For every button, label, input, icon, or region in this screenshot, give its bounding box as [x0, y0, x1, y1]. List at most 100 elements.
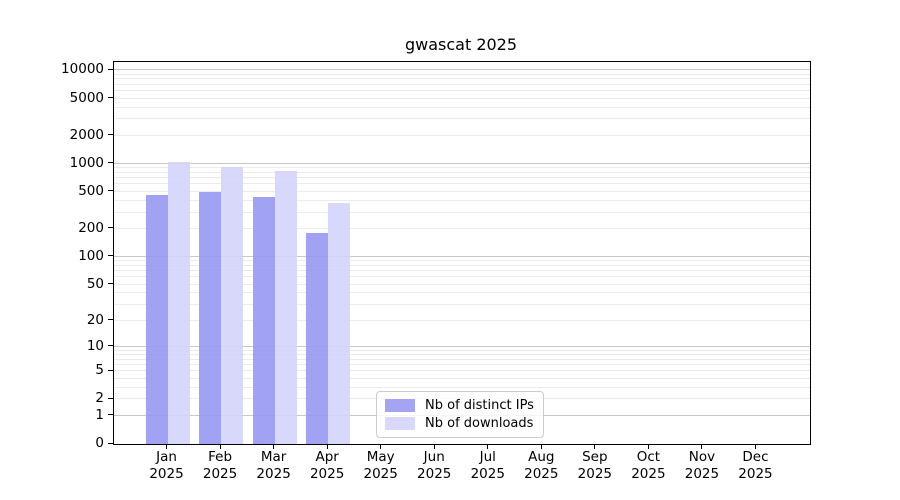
y-tick-mark — [108, 97, 113, 98]
x-tick-label-may: May 2025 — [363, 449, 398, 482]
gridline-minor — [114, 97, 810, 99]
x-tick-mark — [166, 444, 168, 449]
gridline-minor — [114, 260, 810, 262]
y-tick-label: 5000 — [69, 89, 104, 106]
x-tick-mark — [380, 444, 382, 449]
x-tick-label-jan: Jan 2025 — [149, 449, 184, 482]
y-tick-mark — [108, 227, 113, 229]
gridline-minor — [114, 276, 810, 278]
x-tick-mark — [594, 444, 596, 449]
x-tick-label-mar: Mar 2025 — [256, 449, 291, 482]
gridline-minor — [114, 78, 810, 80]
bar-distinct-ips-feb — [199, 191, 222, 444]
x-tick-mark — [326, 444, 328, 449]
y-tick-label: 50 — [86, 275, 104, 292]
bar-downloads-apr — [328, 203, 351, 444]
legend-swatch-downloads — [385, 417, 415, 431]
gridline-minor — [114, 90, 810, 92]
gridline-minor — [114, 270, 810, 272]
x-tick-label-jun: Jun 2025 — [417, 449, 452, 482]
y-tick-label: 1 — [95, 406, 104, 423]
x-tick-mark — [487, 444, 489, 449]
gridline-minor — [114, 83, 810, 85]
y-tick-label: 5 — [95, 362, 104, 379]
x-tick-label-apr: Apr 2025 — [309, 449, 345, 482]
gridline-minor — [114, 106, 810, 108]
y-tick-label: 500 — [78, 182, 104, 199]
gridline-minor — [114, 358, 810, 360]
gridline-major — [114, 162, 810, 164]
x-tick-mark — [647, 444, 649, 449]
gridline-minor — [114, 199, 810, 201]
y-tick-mark — [108, 283, 113, 284]
x-tick-mark — [219, 444, 221, 449]
y-tick-label: 100 — [78, 247, 104, 264]
gridline-minor — [114, 264, 810, 266]
y-tick-mark — [108, 68, 113, 70]
y-tick-label: 2 — [95, 390, 104, 407]
x-tick-label-jul: Jul 2025 — [470, 449, 505, 482]
gridline-minor — [114, 349, 810, 351]
bar-distinct-ips-mar — [252, 196, 275, 444]
y-tick-label: 10 — [86, 337, 104, 354]
bar-downloads-mar — [274, 171, 297, 444]
gridline-minor — [114, 177, 810, 179]
y-tick-label: 10000 — [61, 61, 104, 78]
x-tick-label-oct: Oct 2025 — [631, 449, 666, 482]
gridline-major — [114, 69, 810, 71]
gridline-minor — [114, 171, 810, 173]
bar-distinct-ips-apr — [306, 232, 329, 444]
gridline-minor — [114, 364, 810, 366]
x-tick-mark — [433, 444, 435, 449]
gridline-major — [114, 345, 810, 347]
y-tick-label: 0 — [95, 435, 104, 451]
bar-downloads-feb — [221, 167, 244, 444]
y-tick-mark — [108, 190, 113, 192]
x-tick-mark — [540, 444, 542, 449]
x-tick-mark — [273, 444, 275, 449]
y-tick-label: 2000 — [69, 126, 104, 143]
y-tick-mark — [108, 369, 113, 371]
gridline-minor — [114, 73, 810, 75]
gridline-minor — [114, 292, 810, 294]
y-tick-mark — [108, 319, 113, 320]
legend-label-downloads: Nb of downloads — [425, 416, 534, 432]
gridline-minor — [114, 370, 810, 372]
y-tick-mark — [108, 442, 113, 444]
gridline-minor — [114, 303, 810, 305]
y-tick-mark — [108, 134, 113, 136]
y-tick-label: 1000 — [69, 154, 104, 171]
legend-item-distinct-ips: Nb of distinct IPs — [385, 398, 535, 413]
legend-item-downloads: Nb of downloads — [385, 416, 535, 431]
x-tick-label-aug: Aug 2025 — [524, 449, 559, 482]
y-tick-label: 200 — [78, 219, 104, 236]
legend-label-distinct-ips: Nb of distinct IPs — [425, 397, 534, 413]
gridline-minor — [114, 134, 810, 136]
legend-swatch-distinct-ips — [385, 398, 415, 412]
gridline-major — [114, 255, 810, 257]
gridline-minor — [114, 190, 810, 192]
x-tick-label-nov: Nov 2025 — [684, 449, 720, 482]
x-tick-mark — [754, 444, 756, 449]
gridline-minor — [114, 183, 810, 185]
gridline-minor — [114, 377, 810, 379]
y-tick-mark — [108, 345, 113, 347]
bar-downloads-jan — [167, 161, 190, 444]
y-tick-mark — [108, 397, 113, 399]
x-tick-label-feb: Feb 2025 — [202, 449, 238, 482]
gridline-minor — [114, 353, 810, 355]
legend: Nb of distinct IPs Nb of downloads — [376, 391, 544, 438]
x-tick-mark — [701, 444, 703, 449]
bar-distinct-ips-jan — [145, 194, 168, 444]
gridline-minor — [114, 118, 810, 120]
x-tick-label-dec: Dec 2025 — [738, 449, 773, 482]
y-tick-label: 20 — [86, 311, 104, 328]
y-tick-mark — [108, 255, 113, 257]
gridline-minor — [114, 167, 810, 169]
y-tick-mark — [108, 414, 113, 416]
gridline-minor — [114, 319, 810, 321]
gridline-minor — [114, 211, 810, 213]
gridline-minor — [114, 386, 810, 388]
plot-area — [113, 61, 811, 445]
